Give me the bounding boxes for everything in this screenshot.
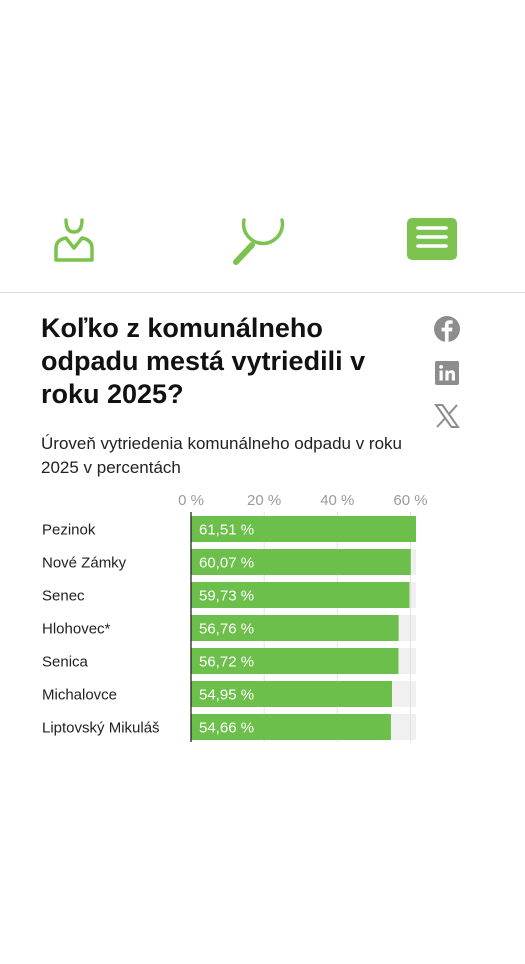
- bar-value-label: 54,66 %: [199, 720, 254, 737]
- x-tick-label: 0 %: [178, 492, 204, 509]
- x-tick-label: 20 %: [247, 492, 281, 509]
- category-label: Senica: [42, 654, 89, 671]
- x-icon: [434, 404, 460, 428]
- search-button[interactable]: [230, 218, 286, 274]
- bar-value-label: 54,95 %: [199, 687, 254, 704]
- bar-value-label: 59,73 %: [199, 588, 254, 605]
- x-tick-label: 60 %: [393, 492, 427, 509]
- category-label: Nové Zámky: [42, 555, 127, 572]
- user-account-button[interactable]: [46, 218, 102, 274]
- bar-value-label: 56,72 %: [199, 654, 254, 671]
- menu-icon: [407, 218, 457, 260]
- bar: [191, 648, 399, 674]
- category-label: Liptovský Mikuláš: [42, 720, 160, 737]
- top-navigation: [0, 208, 525, 293]
- category-label: Michalovce: [42, 687, 117, 704]
- share-x-button[interactable]: [432, 401, 462, 431]
- bar-value-label: 56,76 %: [199, 621, 254, 638]
- menu-button[interactable]: [404, 218, 460, 274]
- search-icon: [233, 218, 285, 265]
- bar-chart: 0 % 20 % 40 % 60 % 61,51 % Pezinok 60,07 % Nové…: [42, 492, 428, 742]
- category-label: Hlohovec*: [42, 621, 111, 638]
- bar: [191, 681, 393, 707]
- user-icon: [54, 218, 94, 262]
- category-label: Senec: [42, 588, 85, 605]
- bar-value-label: 61,51 %: [199, 522, 254, 539]
- share-facebook-button[interactable]: [432, 314, 462, 344]
- bar: [191, 615, 399, 641]
- share-linkedin-button[interactable]: [432, 358, 462, 388]
- category-label: Pezinok: [42, 522, 96, 539]
- facebook-icon: [434, 316, 460, 342]
- bar: [191, 582, 410, 608]
- bar: [191, 516, 416, 542]
- linkedin-icon: [435, 361, 459, 385]
- x-tick-label: 40 %: [320, 492, 354, 509]
- chart-subtitle: Úroveň vytriedenia komunálneho odpadu v …: [41, 434, 403, 477]
- bar-value-label: 60,07 %: [199, 555, 254, 572]
- article-title: Koľko z komunálneho odpadu mestá vytried…: [41, 313, 366, 409]
- bar: [191, 549, 411, 575]
- bar: [191, 714, 391, 740]
